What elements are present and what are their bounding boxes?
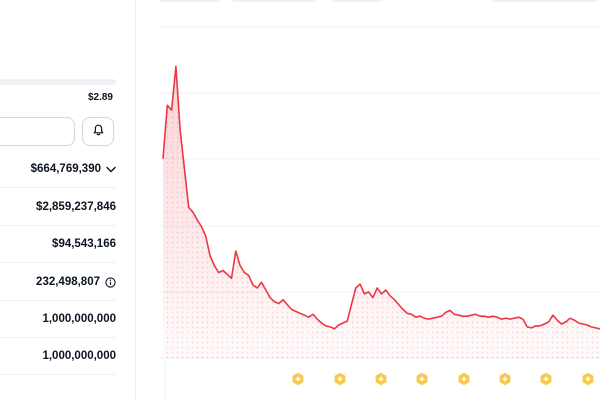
max-supply-row: 1,000,000,000 xyxy=(0,338,116,375)
chart-type-tab[interactable] xyxy=(230,0,318,2)
event-marker-icon[interactable] xyxy=(374,372,388,386)
market-cap-value: $664,769,390 xyxy=(30,163,101,175)
price-area-texture xyxy=(163,66,600,359)
chart-toolbar-button[interactable] xyxy=(490,0,600,2)
volume-value: $94,543,166 xyxy=(52,238,116,250)
circulating-supply-row: 232,498,807 xyxy=(0,264,116,301)
max-supply-value: 1,000,000,000 xyxy=(42,350,116,362)
total-supply-row: 1,000,000,000 xyxy=(0,301,116,338)
chart-option-tab[interactable] xyxy=(330,0,385,2)
event-marker-icon[interactable] xyxy=(581,372,595,386)
event-marker-icon[interactable] xyxy=(457,372,471,386)
stats-panel: $2.89 $664,769,390 $2,859,237,846 $94,54… xyxy=(0,0,136,400)
price-alert-input[interactable] xyxy=(0,117,75,146)
time-range-tab[interactable] xyxy=(157,0,221,2)
bell-icon xyxy=(93,123,104,141)
circulating-supply-value: 232,498,807 xyxy=(36,276,100,288)
price-range-bar xyxy=(0,79,116,85)
info-icon[interactable] xyxy=(105,276,116,288)
total-supply-value: 1,000,000,000 xyxy=(42,313,116,325)
event-marker-icon[interactable] xyxy=(415,372,429,386)
event-marker-icon[interactable] xyxy=(333,372,347,386)
event-marker-icon[interactable] xyxy=(291,372,305,386)
volume-row: $94,543,166 xyxy=(0,226,116,263)
price-alert-button[interactable] xyxy=(82,117,114,146)
fdv-value: $2,859,237,846 xyxy=(36,201,116,213)
chevron-down-icon[interactable] xyxy=(106,166,116,173)
market-cap-row[interactable]: $664,769,390 xyxy=(0,151,116,188)
price-range-high: $2.89 xyxy=(87,92,113,103)
fdv-row: $2,859,237,846 xyxy=(0,189,116,226)
price-line xyxy=(162,65,600,330)
event-marker-icon[interactable] xyxy=(539,372,553,386)
price-chart[interactable] xyxy=(160,0,600,400)
event-marker-icon[interactable] xyxy=(498,372,512,386)
